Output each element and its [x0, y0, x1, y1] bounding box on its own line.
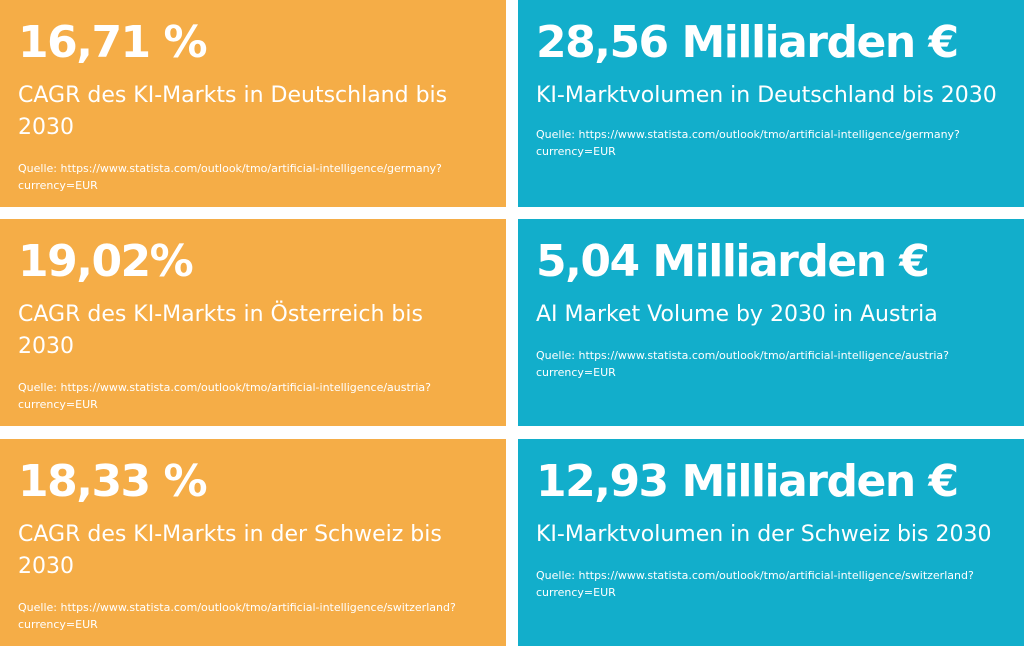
stat-value: 5,04 Milliarden €	[536, 236, 930, 287]
stat-value: 18,33 %	[18, 456, 208, 507]
stat-source: Quelle: https://www.statista.com/outlook…	[18, 162, 442, 192]
stat-label: CAGR des KI-Markts in der Schweiz bis 20…	[18, 522, 442, 579]
stat-source: Quelle: https://www.statista.com/outlook…	[18, 381, 431, 411]
stat-card-volume-germany: 28,56 Milliarden € KI-Marktvolumen in De…	[518, 0, 1024, 207]
stat-label: CAGR des KI-Markts in Österreich bis 203…	[18, 302, 423, 359]
stat-card-cagr-germany: 16,71 % CAGR des KI-Markts in Deutschlan…	[0, 0, 506, 207]
stat-value: 12,93 Milliarden €	[536, 456, 959, 507]
stat-source: Quelle: https://www.statista.com/outlook…	[536, 569, 974, 599]
stat-card-volume-switzerland: 12,93 Milliarden € KI-Marktvolumen in de…	[518, 439, 1024, 646]
stat-card-volume-austria: 5,04 Milliarden € AI Market Volume by 20…	[518, 219, 1024, 426]
stat-card-cagr-austria: 19,02% CAGR des KI-Markts in Österreich …	[0, 219, 506, 426]
stat-label: KI-Marktvolumen in Deutschland bis 2030	[536, 83, 997, 108]
stat-value: 19,02%	[18, 236, 194, 287]
stat-source: Quelle: https://www.statista.com/outlook…	[18, 601, 456, 631]
stat-source: Quelle: https://www.statista.com/outlook…	[536, 349, 949, 379]
stat-value: 16,71 %	[18, 17, 208, 68]
stat-label: AI Market Volume by 2030 in Austria	[536, 302, 938, 327]
stat-label: KI-Marktvolumen in der Schweiz bis 2030	[536, 522, 992, 547]
stat-card-cagr-switzerland: 18,33 % CAGR des KI-Markts in der Schwei…	[0, 439, 506, 646]
stat-value: 28,56 Milliarden €	[536, 17, 959, 68]
stat-source: Quelle: https://www.statista.com/outlook…	[536, 128, 960, 158]
stat-label: CAGR des KI-Markts in Deutschland bis 20…	[18, 83, 448, 140]
